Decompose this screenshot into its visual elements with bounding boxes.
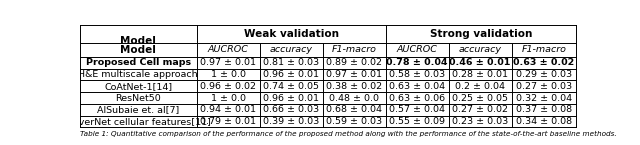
Text: 0.59 ± 0.03: 0.59 ± 0.03	[326, 117, 382, 126]
Text: 0.57 ± 0.04: 0.57 ± 0.04	[389, 105, 445, 114]
Text: 0.66 ± 0.03: 0.66 ± 0.03	[263, 105, 319, 114]
Text: F1-macro: F1-macro	[521, 45, 566, 54]
Text: 0.63 ± 0.04: 0.63 ± 0.04	[389, 82, 445, 91]
Text: 0.25 ± 0.05: 0.25 ± 0.05	[452, 94, 508, 103]
Text: Model: Model	[120, 36, 156, 46]
Text: 1 ± 0.0: 1 ± 0.0	[211, 94, 246, 103]
Text: 0.97 ± 0.01: 0.97 ± 0.01	[200, 58, 256, 67]
Text: 0.63 ± 0.06: 0.63 ± 0.06	[389, 94, 445, 103]
Text: 0.96 ± 0.01: 0.96 ± 0.01	[263, 94, 319, 103]
Text: HoverNet cellular features[11]: HoverNet cellular features[11]	[66, 117, 211, 126]
Text: 0.2 ± 0.04: 0.2 ± 0.04	[455, 82, 505, 91]
Text: 0.46 ± 0.01: 0.46 ± 0.01	[449, 58, 511, 67]
Text: 0.37 ± 0.08: 0.37 ± 0.08	[516, 105, 572, 114]
Text: AlSubaie et. al[7]: AlSubaie et. al[7]	[97, 105, 179, 114]
Text: 0.55 ± 0.09: 0.55 ± 0.09	[389, 117, 445, 126]
Text: 0.79 ± 0.01: 0.79 ± 0.01	[200, 117, 256, 126]
Text: ResNet50: ResNet50	[115, 94, 161, 103]
Text: 0.27 ± 0.03: 0.27 ± 0.03	[516, 82, 572, 91]
Text: AUCROC: AUCROC	[207, 45, 248, 54]
Text: 0.34 ± 0.08: 0.34 ± 0.08	[516, 117, 572, 126]
Text: 0.74 ± 0.05: 0.74 ± 0.05	[263, 82, 319, 91]
Text: 0.63 ± 0.02: 0.63 ± 0.02	[513, 58, 574, 67]
Text: 0.38 ± 0.02: 0.38 ± 0.02	[326, 82, 382, 91]
Text: 0.29 ± 0.03: 0.29 ± 0.03	[516, 70, 572, 79]
Text: accuracy: accuracy	[269, 45, 312, 54]
Text: 0.58 ± 0.03: 0.58 ± 0.03	[389, 70, 445, 79]
Text: Strong validation: Strong validation	[429, 29, 532, 39]
Text: 0.27 ± 0.02: 0.27 ± 0.02	[452, 105, 508, 114]
Text: 0.78 ± 0.04: 0.78 ± 0.04	[387, 58, 448, 67]
Text: 0.96 ± 0.01: 0.96 ± 0.01	[263, 70, 319, 79]
Text: H&E multiscale approach: H&E multiscale approach	[79, 70, 198, 79]
Text: 0.48 ± 0.0: 0.48 ± 0.0	[329, 94, 379, 103]
Text: CoAtNet-1[14]: CoAtNet-1[14]	[104, 82, 172, 91]
Text: 0.28 ± 0.01: 0.28 ± 0.01	[452, 70, 508, 79]
Text: 0.81 ± 0.03: 0.81 ± 0.03	[263, 58, 319, 67]
Text: 0.96 ± 0.02: 0.96 ± 0.02	[200, 82, 256, 91]
Text: Table 1: Quantitative comparison of the performance of the proposed method along: Table 1: Quantitative comparison of the …	[80, 131, 616, 137]
Text: Weak validation: Weak validation	[244, 29, 339, 39]
Text: accuracy: accuracy	[458, 45, 502, 54]
Text: 0.97 ± 0.01: 0.97 ± 0.01	[326, 70, 382, 79]
Text: 0.32 ± 0.04: 0.32 ± 0.04	[516, 94, 572, 103]
Text: 0.39 ± 0.03: 0.39 ± 0.03	[263, 117, 319, 126]
Text: 0.94 ± 0.01: 0.94 ± 0.01	[200, 105, 256, 114]
Text: 0.89 ± 0.02: 0.89 ± 0.02	[326, 58, 382, 67]
Text: Proposed Cell maps: Proposed Cell maps	[86, 58, 191, 67]
Text: 0.23 ± 0.03: 0.23 ± 0.03	[452, 117, 508, 126]
Text: F1-macro: F1-macro	[332, 45, 376, 54]
Text: 0.68 ± 0.04: 0.68 ± 0.04	[326, 105, 382, 114]
Text: Model: Model	[120, 45, 156, 55]
Text: 1 ± 0.0: 1 ± 0.0	[211, 70, 246, 79]
Text: AUCROC: AUCROC	[397, 45, 438, 54]
